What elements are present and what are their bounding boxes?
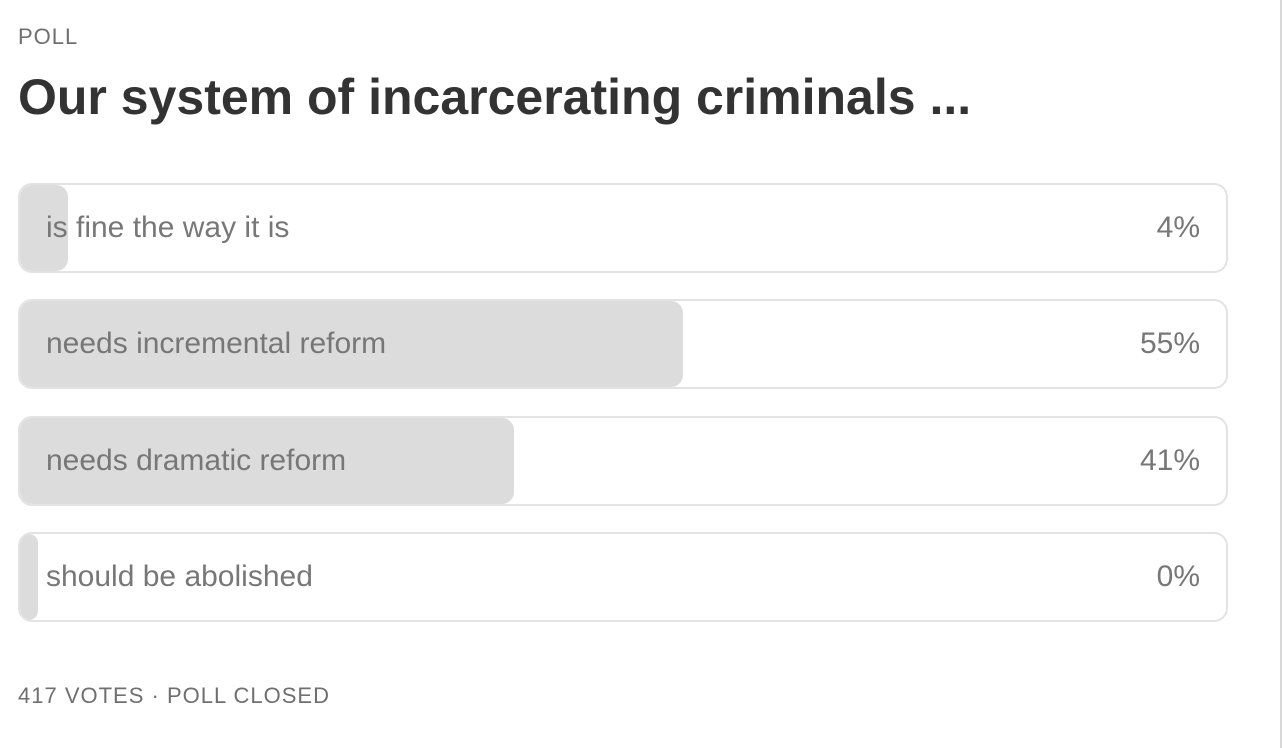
option-percent: 55% bbox=[1139, 327, 1200, 361]
result-bar bbox=[20, 417, 515, 504]
poll-option: should be abolished 0% bbox=[18, 531, 1228, 622]
option-text: needs incremental reform bbox=[46, 327, 387, 361]
result-bar bbox=[20, 301, 684, 388]
poll-option: is fine the way it is 4% bbox=[18, 183, 1228, 273]
poll-option: needs dramatic reform 41% bbox=[18, 415, 1228, 506]
option-text: should be abolished bbox=[46, 559, 313, 593]
result-bar bbox=[20, 185, 69, 271]
divider bbox=[1280, 0, 1282, 748]
option-percent: 4% bbox=[1156, 211, 1200, 244]
poll-footer: 417 VOTES · POLL CLOSED bbox=[18, 683, 330, 708]
poll-label: POLL bbox=[18, 24, 79, 49]
option-text: needs dramatic reform bbox=[46, 443, 347, 477]
result-bar bbox=[20, 533, 38, 620]
poll-option: needs incremental reform 55% bbox=[18, 299, 1228, 390]
option-percent: 41% bbox=[1139, 443, 1200, 477]
option-text: is fine the way it is bbox=[46, 211, 290, 244]
poll-question: Our system of incarcerating criminals ..… bbox=[18, 69, 972, 125]
option-percent: 0% bbox=[1156, 559, 1200, 593]
